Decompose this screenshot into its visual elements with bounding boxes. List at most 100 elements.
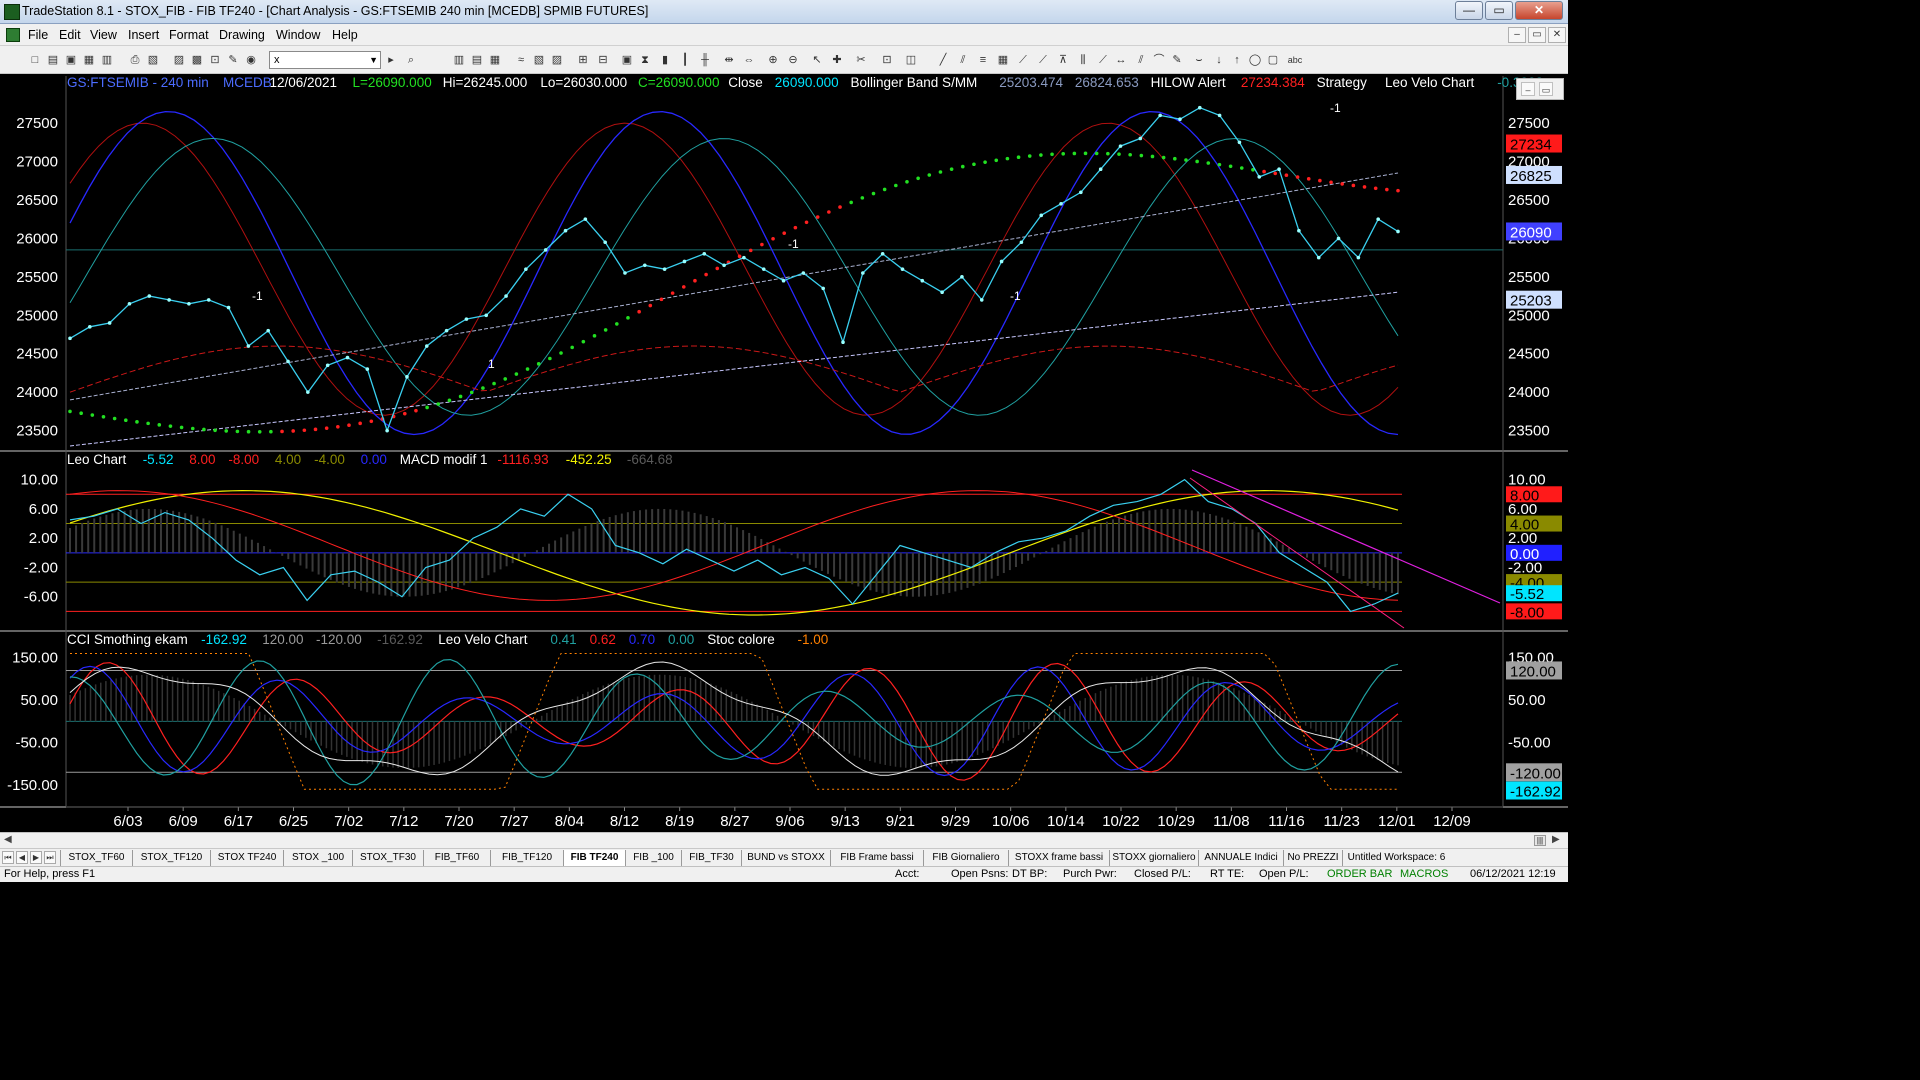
chart-header-item[interactable]: L=26090.000 bbox=[353, 75, 432, 90]
link-icon[interactable]: ⊞ bbox=[578, 54, 588, 66]
chart-header-item[interactable]: MCEDB bbox=[223, 75, 272, 90]
chart-header-item[interactable]: -664.68 bbox=[627, 452, 673, 467]
scroll-left-icon[interactable]: ◀ bbox=[4, 834, 12, 845]
arc-icon[interactable]: ⌒ bbox=[1153, 54, 1165, 66]
candle-icon[interactable]: ▮ bbox=[661, 54, 669, 66]
minimize-button[interactable]: — bbox=[1455, 1, 1483, 20]
tab-nav-prev-icon[interactable]: ◀ bbox=[16, 851, 28, 864]
speed-lines-icon[interactable]: ⟋ bbox=[1039, 54, 1047, 66]
insert-analysis-icon[interactable]: ▨ bbox=[551, 54, 563, 66]
arrow-down-icon[interactable]: ↓ bbox=[1216, 54, 1222, 66]
workspace-tab[interactable]: STOXX giornaliero bbox=[1109, 850, 1198, 866]
menu-file[interactable]: File bbox=[28, 28, 49, 42]
workspace-icon[interactable]: ▥ bbox=[101, 54, 113, 66]
chart-header-item[interactable]: 26090.000 bbox=[775, 75, 839, 90]
chart-header-item[interactable]: Lo=26030.000 bbox=[540, 75, 627, 90]
scroll-thumb[interactable]: ||| bbox=[1534, 835, 1546, 846]
tab-nav-first-icon[interactable]: ⏮ bbox=[2, 851, 14, 864]
chart-header-item[interactable]: 12/06/2021 bbox=[270, 75, 338, 90]
pencil-icon[interactable]: ✎ bbox=[1172, 54, 1182, 66]
chart-header-item[interactable]: -452.25 bbox=[566, 452, 612, 467]
workspace-tab[interactable]: BUND vs STOXX bbox=[741, 850, 830, 866]
workspace-tab[interactable]: STOX _100 bbox=[283, 850, 352, 866]
chart-icon[interactable]: ▣ bbox=[621, 54, 633, 66]
lock-icon[interactable]: ⊡ bbox=[210, 54, 220, 66]
mdi-minimize-button[interactable]: – bbox=[1508, 27, 1526, 43]
chart-header-item[interactable]: C=26090.000 bbox=[638, 75, 719, 90]
curve-icon[interactable]: ⌣ bbox=[1195, 54, 1203, 66]
workspace-tab[interactable]: FIB_TF60 bbox=[423, 850, 490, 866]
chart-header-item[interactable]: CCI Smothing ekam bbox=[67, 632, 188, 647]
chart-header-item[interactable]: -1.00 bbox=[798, 632, 829, 647]
chart-header-item[interactable]: Leo Velo Chart bbox=[438, 632, 528, 647]
chart-header-item[interactable]: -5.52 bbox=[143, 452, 174, 467]
chart-header-item[interactable]: Close bbox=[728, 75, 763, 90]
workspace-tab[interactable]: STOXX frame bassi bbox=[1008, 850, 1109, 866]
line-style-icon[interactable]: ╫ bbox=[701, 54, 709, 66]
ellipse-icon[interactable]: ◯ bbox=[1248, 54, 1262, 66]
symbol-input[interactable]: x ▼ bbox=[269, 51, 381, 69]
lock-chart-icon[interactable]: ⊡ bbox=[882, 54, 892, 66]
tools-icon[interactable]: ✂ bbox=[856, 54, 866, 66]
zoom-out-icon[interactable]: ⊖ bbox=[788, 54, 798, 66]
workspace-tab[interactable]: Untitled Workspace: 6 bbox=[1342, 850, 1450, 866]
vertical-lines-icon[interactable]: ⫼ bbox=[1080, 54, 1086, 66]
andrews-icon[interactable]: ⫽ bbox=[960, 54, 966, 66]
bar-chart-icon[interactable]: ▥ bbox=[453, 54, 465, 66]
symbol-link-icon[interactable]: ⊟ bbox=[598, 54, 608, 66]
menu-format[interactable]: Format bbox=[169, 28, 209, 42]
workspace-tab[interactable]: FIB _100 bbox=[625, 850, 681, 866]
chart-header-item[interactable]: 27234.384 bbox=[1241, 75, 1305, 90]
chart-header-item[interactable]: 120.00 bbox=[262, 632, 303, 647]
workspace-tab[interactable]: No PREZZI bbox=[1283, 850, 1342, 866]
chart-header-item[interactable]: Hi=26245.000 bbox=[443, 75, 527, 90]
horizontal-lines-icon[interactable]: ≡ bbox=[979, 54, 987, 66]
workspace-tab[interactable]: STOX_TF60 bbox=[60, 850, 132, 866]
chart-restore-icon[interactable]: ▭ bbox=[1539, 82, 1553, 96]
zoom-in-icon[interactable]: ⊕ bbox=[768, 54, 778, 66]
pointer-icon[interactable]: ↖ bbox=[812, 54, 822, 66]
play-icon[interactable]: ▸ bbox=[388, 54, 394, 66]
fib-icon[interactable]: ⊼ bbox=[1058, 54, 1068, 66]
chart-header-item[interactable]: -1116.93 bbox=[497, 452, 548, 467]
compress-icon[interactable]: ⇹ bbox=[724, 54, 734, 66]
chart-header-item[interactable]: 0.41 bbox=[550, 632, 576, 647]
grid-icon[interactable]: ▦ bbox=[489, 54, 501, 66]
workspace-tab[interactable]: FIB Giornaliero bbox=[923, 850, 1008, 866]
hide-icon[interactable]: ◫ bbox=[905, 54, 917, 66]
chart-header-item[interactable]: Bollinger Band S/MM bbox=[851, 75, 978, 90]
new-icon[interactable]: □ bbox=[31, 54, 39, 66]
save-all-icon[interactable]: ▦ bbox=[83, 54, 95, 66]
chart-header-item[interactable]: -4.00 bbox=[314, 452, 345, 467]
menu-view[interactable]: View bbox=[90, 28, 117, 42]
arrow-up-icon[interactable]: ↑ bbox=[1234, 54, 1240, 66]
status-macros[interactable]: MACROS bbox=[1400, 868, 1449, 880]
chart-header-item[interactable]: MACD modif 1 bbox=[400, 452, 488, 467]
data-window-icon[interactable]: ▤ bbox=[471, 54, 483, 66]
print-icon[interactable]: ⎙ bbox=[130, 54, 140, 66]
chart-header-item[interactable]: Strategy bbox=[1317, 75, 1368, 90]
menu-help[interactable]: Help bbox=[332, 28, 358, 42]
menu-edit[interactable]: Edit bbox=[59, 28, 81, 42]
parallel-icon[interactable]: ⫽ bbox=[1138, 54, 1144, 66]
workspace-tab[interactable]: FIB TF240 bbox=[563, 850, 625, 866]
radar-icon[interactable]: ▩ bbox=[191, 54, 203, 66]
regression-icon[interactable]: ⟋ bbox=[1099, 54, 1107, 66]
trendline-icon[interactable]: ╱ bbox=[939, 54, 947, 66]
rectangle-icon[interactable]: ▢ bbox=[1267, 54, 1279, 66]
workspace-tab[interactable]: STOX TF240 bbox=[210, 850, 283, 866]
chart-window-icon[interactable]: ▨ bbox=[173, 54, 185, 66]
print-preview-icon[interactable]: ▧ bbox=[147, 54, 159, 66]
workspace-tab[interactable]: FIB_TF120 bbox=[490, 850, 563, 866]
chart-header-item[interactable]: 0.00 bbox=[361, 452, 387, 467]
maximize-button[interactable]: ▭ bbox=[1485, 1, 1513, 20]
chevron-down-icon[interactable]: ▼ bbox=[369, 55, 378, 65]
chart-header-item[interactable]: -8.00 bbox=[228, 452, 259, 467]
menu-insert[interactable]: Insert bbox=[128, 28, 160, 42]
fib-fan-icon[interactable]: ⟋ bbox=[1019, 54, 1027, 66]
bar-style-icon[interactable]: ┃ bbox=[681, 54, 689, 66]
chart-header-item[interactable]: 0.62 bbox=[590, 632, 616, 647]
mdi-close-button[interactable]: ✕ bbox=[1548, 27, 1566, 43]
status-order-bar[interactable]: ORDER BAR bbox=[1327, 868, 1393, 880]
